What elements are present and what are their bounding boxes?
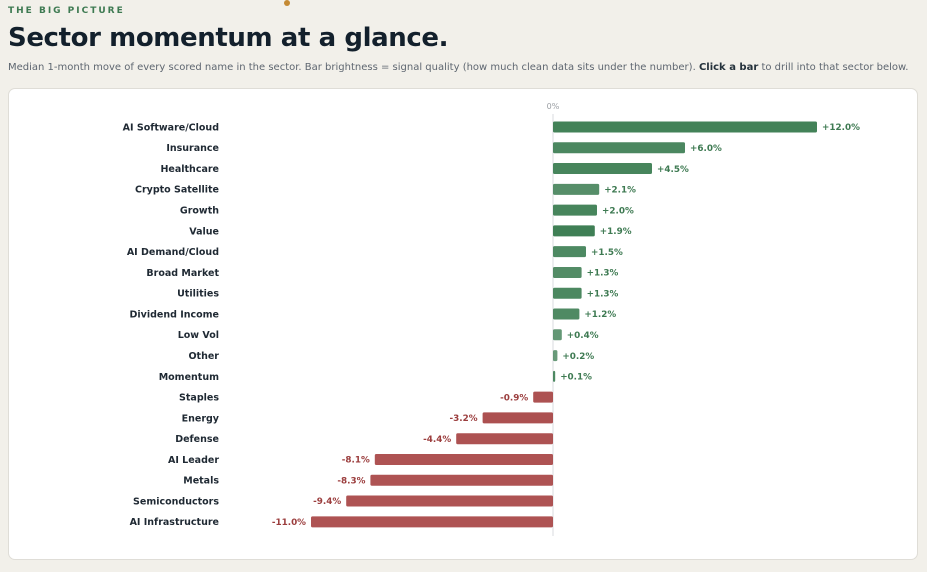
category-label: Broad Market [146,268,219,279]
value-label: +1.3% [587,269,619,279]
chart-rows: AI Software/Cloud +12.0%Insurance +6.0%Hea… [123,121,860,528]
category-label: Value [189,226,219,237]
bar-utilities[interactable] [553,287,582,299]
chart-row: Healthcare +4.5% [160,163,689,175]
value-label: -3.2% [450,414,478,424]
value-label: +0.4% [567,331,599,341]
category-label: Growth [180,206,219,217]
chart-row: Value +1.9% [189,225,632,237]
bar-low-vol[interactable] [553,329,562,341]
value-label: -8.1% [342,456,370,466]
bar-dividend-income[interactable] [553,308,580,320]
value-label: +2.0% [602,206,634,216]
category-label: Crypto Satellite [135,185,219,196]
bar-metals[interactable] [370,474,553,486]
bar-broad-market[interactable] [553,266,582,278]
chart-description-text: Median 1-month move of every scored name… [8,62,696,73]
category-label: AI Leader [168,455,219,466]
category-label: Energy [182,413,220,424]
chart-row: Growth +2.0% [180,204,634,217]
sector-momentum-chart: 0% AI Software/Cloud +12.0% Insurance +6.0%… [123,102,860,536]
bar-ai-demand-cloud[interactable] [553,246,586,258]
value-label: -4.4% [423,435,451,445]
bar-healthcare[interactable] [553,163,652,175]
chart-description: Median 1-month move of every scored name… [8,61,923,75]
bar-crypto-satellite[interactable] [553,183,600,195]
category-label: Other [188,351,219,362]
chart-row: AI Leader -8.1% [168,453,553,466]
category-label: Momentum [159,372,219,383]
chart-row: Broad Market +1.3% [146,266,619,279]
chart-row: Energy -3.2% [182,412,553,424]
category-label: AI Software/Cloud [123,122,219,133]
chart-row: AI Infrastructure -11.0% [130,516,553,528]
category-label: AI Infrastructure [130,517,219,528]
chart-row: Dividend Income +1.2% [129,308,616,320]
category-label: Semiconductors [133,496,219,507]
category-label: Metals [183,476,219,487]
bar-ai-leader[interactable] [374,453,553,465]
value-label: +1.3% [587,289,619,299]
chart-description-action: Click a bar [698,62,759,73]
chart-row: Semiconductors -9.4% [133,495,553,507]
bar-ai-infrastructure[interactable] [311,516,553,528]
chart-description-suffix: to drill into that sector below. [761,62,909,73]
category-label: Staples [179,393,219,404]
value-label: -11.0% [272,518,306,528]
value-label: -8.3% [337,476,365,486]
category-label: Dividend Income [129,309,219,320]
chart-row: Momentum +0.1% [159,370,592,383]
section-eyebrow: THE BIG PICTURE [8,6,125,16]
bar-energy[interactable] [482,412,553,424]
category-label: Utilities [177,289,219,300]
bar-staples[interactable] [533,391,553,403]
value-label: +1.5% [591,248,623,258]
value-label: +0.2% [562,352,594,362]
chart-row: Other +0.2% [188,350,594,362]
category-label: AI Demand/Cloud [127,247,219,258]
category-label: Low Vol [178,330,219,341]
bar-other[interactable] [553,350,558,362]
value-label: +1.9% [600,227,632,237]
value-label: +1.2% [584,310,616,320]
value-label: +0.1% [560,373,592,383]
chart-row: Insurance +6.0% [166,142,722,154]
top-marker-dot [284,0,290,6]
value-label: +12.0% [822,123,860,133]
value-label: -9.4% [313,497,341,507]
value-label: +6.0% [690,144,722,154]
chart-row: Staples -0.9% [179,391,553,404]
page-title: Sector momentum at a glance. [8,23,449,53]
bar-growth[interactable] [553,204,597,216]
bar-ai-software-cloud[interactable] [553,121,817,133]
sector-momentum-chart-card: 0% AI Software/Cloud +12.0% Insurance +6.0%… [8,88,918,560]
bar-momentum[interactable] [553,370,556,382]
value-label: +4.5% [657,165,689,175]
bar-defense[interactable] [456,433,553,445]
category-label: Insurance [166,143,219,154]
category-label: Defense [175,434,219,445]
chart-row: Crypto Satellite +2.1% [135,183,636,196]
chart-row: AI Software/Cloud +12.0% [123,121,860,133]
value-label: +2.1% [604,186,636,196]
category-label: Healthcare [160,164,219,175]
chart-row: Utilities +1.3% [177,287,619,300]
bar-insurance[interactable] [553,142,685,154]
value-label: -0.9% [500,393,528,403]
chart-row: AI Demand/Cloud +1.5% [127,246,623,258]
bar-semiconductors[interactable] [346,495,553,507]
chart-row: Low Vol +0.4% [178,329,599,341]
zero-axis-label: 0% [547,102,560,111]
bar-value[interactable] [553,225,595,237]
chart-row: Defense -4.4% [175,433,553,445]
chart-row: Metals -8.3% [183,474,553,487]
